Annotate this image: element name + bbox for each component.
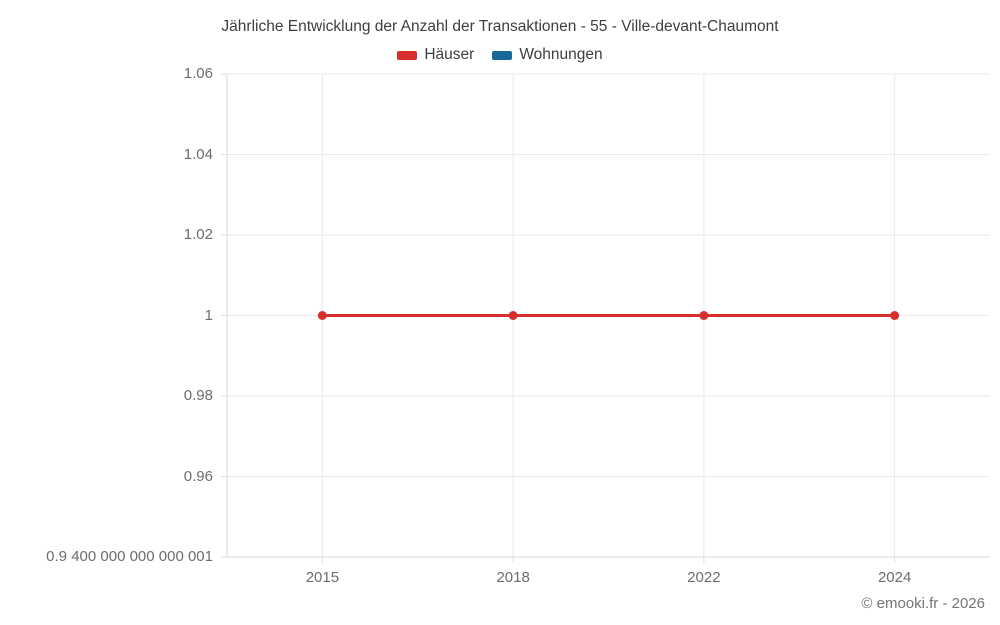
legend-item-wohnungen[interactable]: Wohnungen (492, 46, 603, 64)
legend-label-haeuser: Häuser (424, 46, 475, 63)
data-point[interactable] (699, 311, 709, 320)
copyright-footer: © emooki.fr - 2026 (861, 595, 985, 612)
legend-label-wohnungen: Wohnungen (519, 46, 603, 63)
legend-item-haeuser[interactable]: Häuser (397, 46, 474, 64)
data-point[interactable] (508, 311, 518, 320)
y-axis-tick-label: 0.96 (183, 467, 213, 485)
y-axis-tick-label: 0.98 (183, 387, 213, 404)
chart-legend: Häuser Wohnungen (0, 46, 1000, 64)
x-axis-tick-label: 2022 (687, 569, 721, 586)
x-axis-tick-label: 2018 (496, 569, 530, 586)
y-axis-tick-label: 0.9 400 000 000 000 001 (46, 548, 213, 565)
x-axis-tick-label: 2024 (877, 569, 912, 586)
chart-title: Jährliche Entwicklung der Anzahl der Tra… (221, 18, 779, 35)
y-axis-tick-label: 1 (204, 306, 213, 324)
y-axis-tick-label: 1.02 (183, 226, 213, 243)
data-point[interactable] (317, 311, 327, 320)
legend-swatch-haeuser-icon (397, 50, 418, 60)
y-axis-tick-label: 1.06 (183, 65, 213, 82)
data-point[interactable] (890, 311, 900, 320)
y-axis-tick-label: 1.04 (183, 145, 213, 163)
x-axis-tick-label: 2015 (305, 569, 340, 586)
legend-swatch-wohnungen-icon (492, 50, 513, 60)
